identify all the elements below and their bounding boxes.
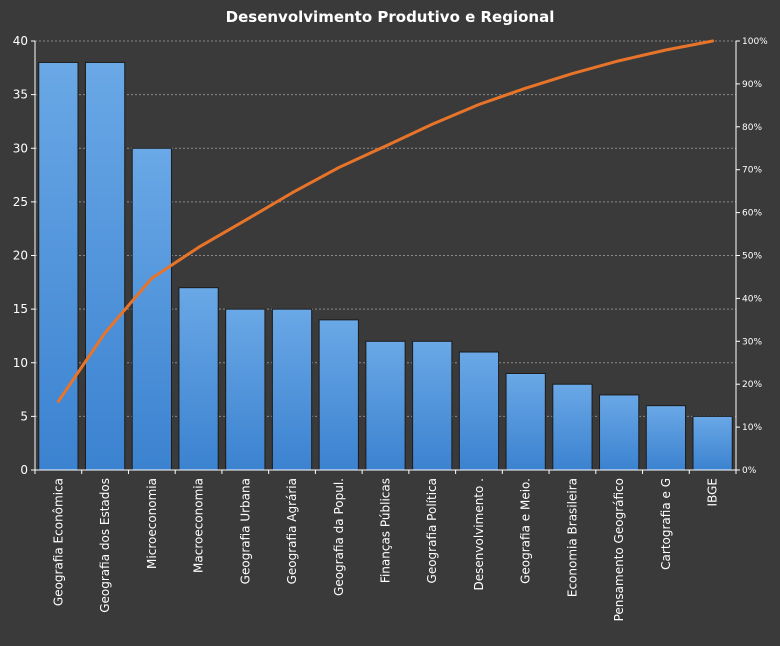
category-label: IBGE [706,478,720,506]
y2-tick-label: 80% [742,123,762,133]
category-label: Desenvolvimento . [472,478,486,590]
category-label: Geografia Política [425,478,439,583]
category-label: Geografia dos Estados [98,478,112,613]
bar [271,308,313,471]
y-tick-label: 0 [20,463,28,477]
bar [178,287,219,471]
y2-tick-label: 50% [742,252,762,262]
bar [505,372,546,471]
bar [365,340,406,471]
bar [84,61,126,471]
category-label: Finanças Públicas [379,478,393,583]
y2-tick-label: 40% [742,294,762,304]
y-tick-label: 35 [13,88,28,102]
y2-tick-label: 60% [742,209,762,219]
category-label: Geografia Urbana [238,478,252,584]
y2-tick-label: 0% [742,466,757,476]
category-label: Geografia Econômica [51,478,65,606]
y2-tick-label: 20% [742,380,762,390]
y2-tick-label: 90% [742,80,762,90]
bar [552,383,593,471]
y-tick-label: 5 [20,409,28,423]
cumulative-line [56,39,715,403]
bar [38,61,79,471]
category-label: Cartografia e G [659,478,673,570]
y-tick-label: 40 [13,34,28,48]
category-label: Pensamento Geográfico [612,478,626,621]
y-tick-label: 25 [13,195,28,209]
y-axis-secondary: 0% 10% 20% 30% 40% 50% 60% 70% 80% 90% 100% [735,37,768,476]
bar [318,319,359,471]
y-tick-label: 30 [13,141,28,155]
category-label: Macroeconomia [192,478,206,573]
bars-layer [38,61,733,471]
bar [131,147,172,471]
bar [692,415,733,471]
bar [645,405,687,471]
category-label: Geografia Agrária [285,478,299,584]
chart-title: Desenvolvimento Produtivo e Regional [226,8,555,26]
y2-tick-label: 10% [742,423,762,433]
bar [458,351,500,471]
y-tick-label: 15 [13,302,28,316]
category-label: Microeconomia [145,478,159,569]
y-tick-label: 10 [13,356,28,370]
bar [599,394,640,471]
bar [412,340,453,471]
category-label: Geografia da Popul. [332,478,346,596]
x-axis-labels: Geografia Econômica Geografia dos Estados… [34,469,737,621]
y2-tick-label: 30% [742,337,762,347]
cumulative-line-layer [56,39,715,403]
y-axis-primary: 0 5 10 15 20 25 30 35 40 [13,34,36,477]
y2-tick-label: 100% [742,37,768,47]
y-tick-label: 20 [13,249,28,263]
y2-tick-label: 70% [742,166,762,176]
category-label: Geografia e Meio. [519,478,533,584]
bar [225,308,266,471]
category-label: Economia Brasileira [565,478,579,597]
